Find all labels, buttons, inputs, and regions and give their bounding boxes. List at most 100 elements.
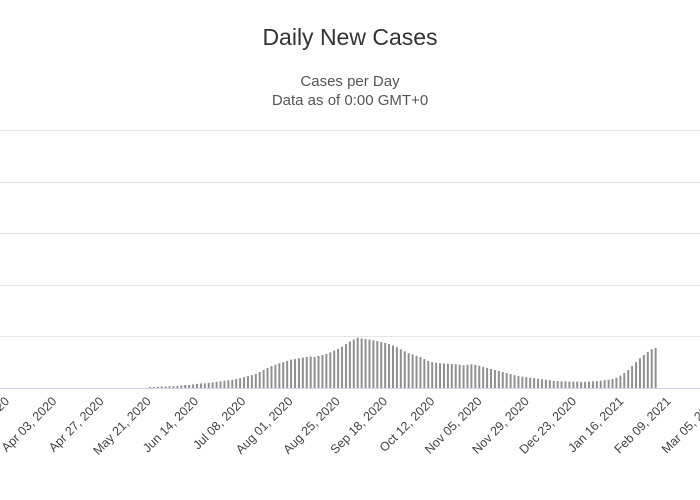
bar[interactable] [219,381,222,388]
bar[interactable] [435,362,438,388]
bar[interactable] [580,381,583,388]
bar[interactable] [274,364,277,388]
bar[interactable] [215,381,218,388]
bar[interactable] [231,379,234,388]
bar[interactable] [493,369,496,388]
bar[interactable] [368,339,371,389]
bar[interactable] [548,380,551,388]
bar[interactable] [301,357,304,388]
bar[interactable] [399,349,402,388]
bar[interactable] [156,386,159,388]
bar[interactable] [372,340,375,388]
bar[interactable] [415,355,418,388]
bar[interactable] [333,350,336,388]
bar[interactable] [239,378,242,388]
bar[interactable] [591,381,594,388]
bar[interactable] [258,372,261,388]
bar[interactable] [356,337,359,388]
bar[interactable] [270,366,273,388]
bar[interactable] [176,385,179,388]
bar[interactable] [627,369,630,388]
bar[interactable] [360,338,363,388]
bar[interactable] [419,357,422,388]
bar[interactable] [446,363,449,388]
bar[interactable] [152,386,155,388]
bar[interactable] [439,363,442,388]
bar[interactable] [564,381,567,388]
bar[interactable] [305,357,308,388]
bar[interactable] [584,381,587,388]
bar[interactable] [572,381,575,388]
bar[interactable] [192,384,195,388]
bar[interactable] [262,369,265,388]
bar[interactable] [552,380,555,388]
bar[interactable] [646,351,649,388]
bar[interactable] [482,366,485,388]
bar[interactable] [309,356,312,388]
bar[interactable] [203,383,206,388]
bar[interactable] [642,354,645,388]
bar[interactable] [490,368,492,388]
bar[interactable] [517,376,520,388]
bar[interactable] [466,364,469,388]
bar[interactable] [395,347,398,388]
bar[interactable] [505,373,508,388]
bar[interactable] [180,385,183,388]
bar[interactable] [540,379,543,388]
bar[interactable] [172,386,175,388]
bar[interactable] [595,381,598,388]
bar[interactable] [478,365,481,388]
bar[interactable] [384,342,387,388]
bar[interactable] [188,384,191,388]
bar[interactable] [211,382,214,388]
bar[interactable] [623,373,626,388]
bar[interactable] [423,359,426,388]
bar[interactable] [278,363,281,388]
bar[interactable] [148,386,151,388]
bar[interactable] [199,383,202,388]
bar[interactable] [321,354,324,388]
bar[interactable] [290,359,293,388]
bar[interactable] [611,378,614,388]
bar[interactable] [588,381,590,388]
bar[interactable] [462,365,465,388]
bar[interactable] [313,357,316,388]
bar[interactable] [537,378,540,388]
bar[interactable] [235,378,238,388]
bar[interactable] [341,346,344,388]
bar[interactable] [619,375,622,388]
bar[interactable] [364,338,367,388]
bar[interactable] [294,359,296,388]
bar[interactable] [403,351,406,388]
bar[interactable] [325,353,328,388]
bar[interactable] [427,360,430,388]
bar[interactable] [560,381,563,388]
bar[interactable] [442,363,445,388]
bar[interactable] [344,344,347,388]
bar[interactable] [568,381,571,388]
bar[interactable] [576,381,579,388]
bar[interactable] [376,341,379,388]
bar[interactable] [329,352,332,388]
bar[interactable] [160,386,163,388]
bar[interactable] [250,375,253,388]
bar[interactable] [297,358,300,388]
bar[interactable] [196,383,198,388]
bar[interactable] [501,372,504,388]
bar[interactable] [168,386,171,388]
bar[interactable] [509,374,512,388]
bar[interactable] [431,362,434,388]
bar[interactable] [254,373,257,388]
bar[interactable] [317,356,320,388]
bar[interactable] [486,367,489,388]
bar[interactable] [223,380,226,388]
bar[interactable] [388,344,391,388]
bar[interactable] [286,360,289,388]
bar[interactable] [533,378,536,388]
bar[interactable] [282,362,285,388]
bar[interactable] [184,384,187,388]
bar[interactable] [164,386,167,388]
bar[interactable] [607,379,610,388]
bar[interactable] [513,375,516,388]
bar[interactable] [638,358,641,388]
